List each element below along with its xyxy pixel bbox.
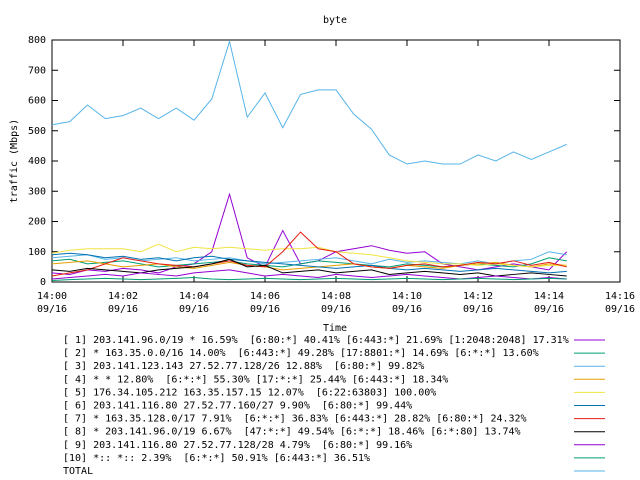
- x-tick-label: 14:08 09/16: [320, 291, 352, 315]
- y-tick-label: 500: [28, 126, 46, 137]
- y-tick-label: 300: [28, 186, 46, 197]
- series-line: [51, 258, 567, 277]
- legend-label: [ 7] * 163.35.128.0/17 7.91% [6:*:*] 36.…: [63, 414, 527, 425]
- x-tick-label: 14:10 09/16: [391, 291, 423, 315]
- legend-label: [ 8] * 203.141.96.0/19 6.67% [47:*:*] 49…: [63, 427, 521, 438]
- legend-label: [ 1] 203.141.96.0/19 * 16.59% [6:80:*] 4…: [63, 335, 569, 346]
- series-line: [51, 231, 567, 277]
- y-tick-label: 0: [40, 277, 46, 288]
- y-tick-label: 800: [28, 35, 46, 46]
- x-axis-label: Time: [323, 323, 347, 334]
- series-line: [51, 260, 567, 271]
- chart-title: byte: [323, 15, 347, 26]
- x-tick-label: 14:04 09/16: [178, 291, 210, 315]
- legend-label: [ 4] * * 12.80% [6:*:*] 55.30% [17:*:*] …: [63, 374, 448, 385]
- legend-label: [ 6] 203.141.116.80 27.52.77.160/27 9.90…: [63, 401, 412, 412]
- y-tick-label: 200: [28, 217, 46, 228]
- legend-label: [ 5] 176.34.105.212 163.35.157.15 12.07%…: [63, 387, 436, 398]
- series-line: [51, 243, 567, 268]
- legend-label: [10] *:: *:: 2.39% [6:*:*] 50.91% [6:443…: [63, 453, 370, 464]
- x-tick-label: 14:02 09/16: [107, 291, 139, 315]
- y-tick-label: 700: [28, 65, 46, 76]
- x-tick-label: 14:06 09/16: [249, 291, 281, 315]
- y-tick-label: 600: [28, 96, 46, 107]
- legend-label: TOTAL: [63, 466, 93, 477]
- x-tick-label: 14:12 09/16: [462, 291, 494, 315]
- y-tick-label: 100: [28, 247, 46, 258]
- y-tick-label: 400: [28, 156, 46, 167]
- series-line: [51, 276, 567, 281]
- series-line: [51, 257, 567, 268]
- legend-label: [ 3] 203.141.123.143 27.52.77.128/26 12.…: [63, 361, 424, 372]
- x-tick-label: 14:00 09/16: [36, 291, 68, 315]
- plot-border: [51, 39, 621, 283]
- y-axis-label: traffic (Mbps): [9, 119, 20, 203]
- legend-label: [ 2] * 163.35.0.0/16 14.00% [6:443:*] 49…: [63, 348, 539, 359]
- series-line: [51, 39, 567, 165]
- series-line: [51, 252, 567, 274]
- x-tick-label: 14:16 09/16: [604, 291, 636, 315]
- series-line: [51, 269, 567, 280]
- x-tick-label: 14:14 09/16: [533, 291, 565, 315]
- legend-label: [ 9] 203.141.116.80 27.52.77.128/28 4.79…: [63, 440, 412, 451]
